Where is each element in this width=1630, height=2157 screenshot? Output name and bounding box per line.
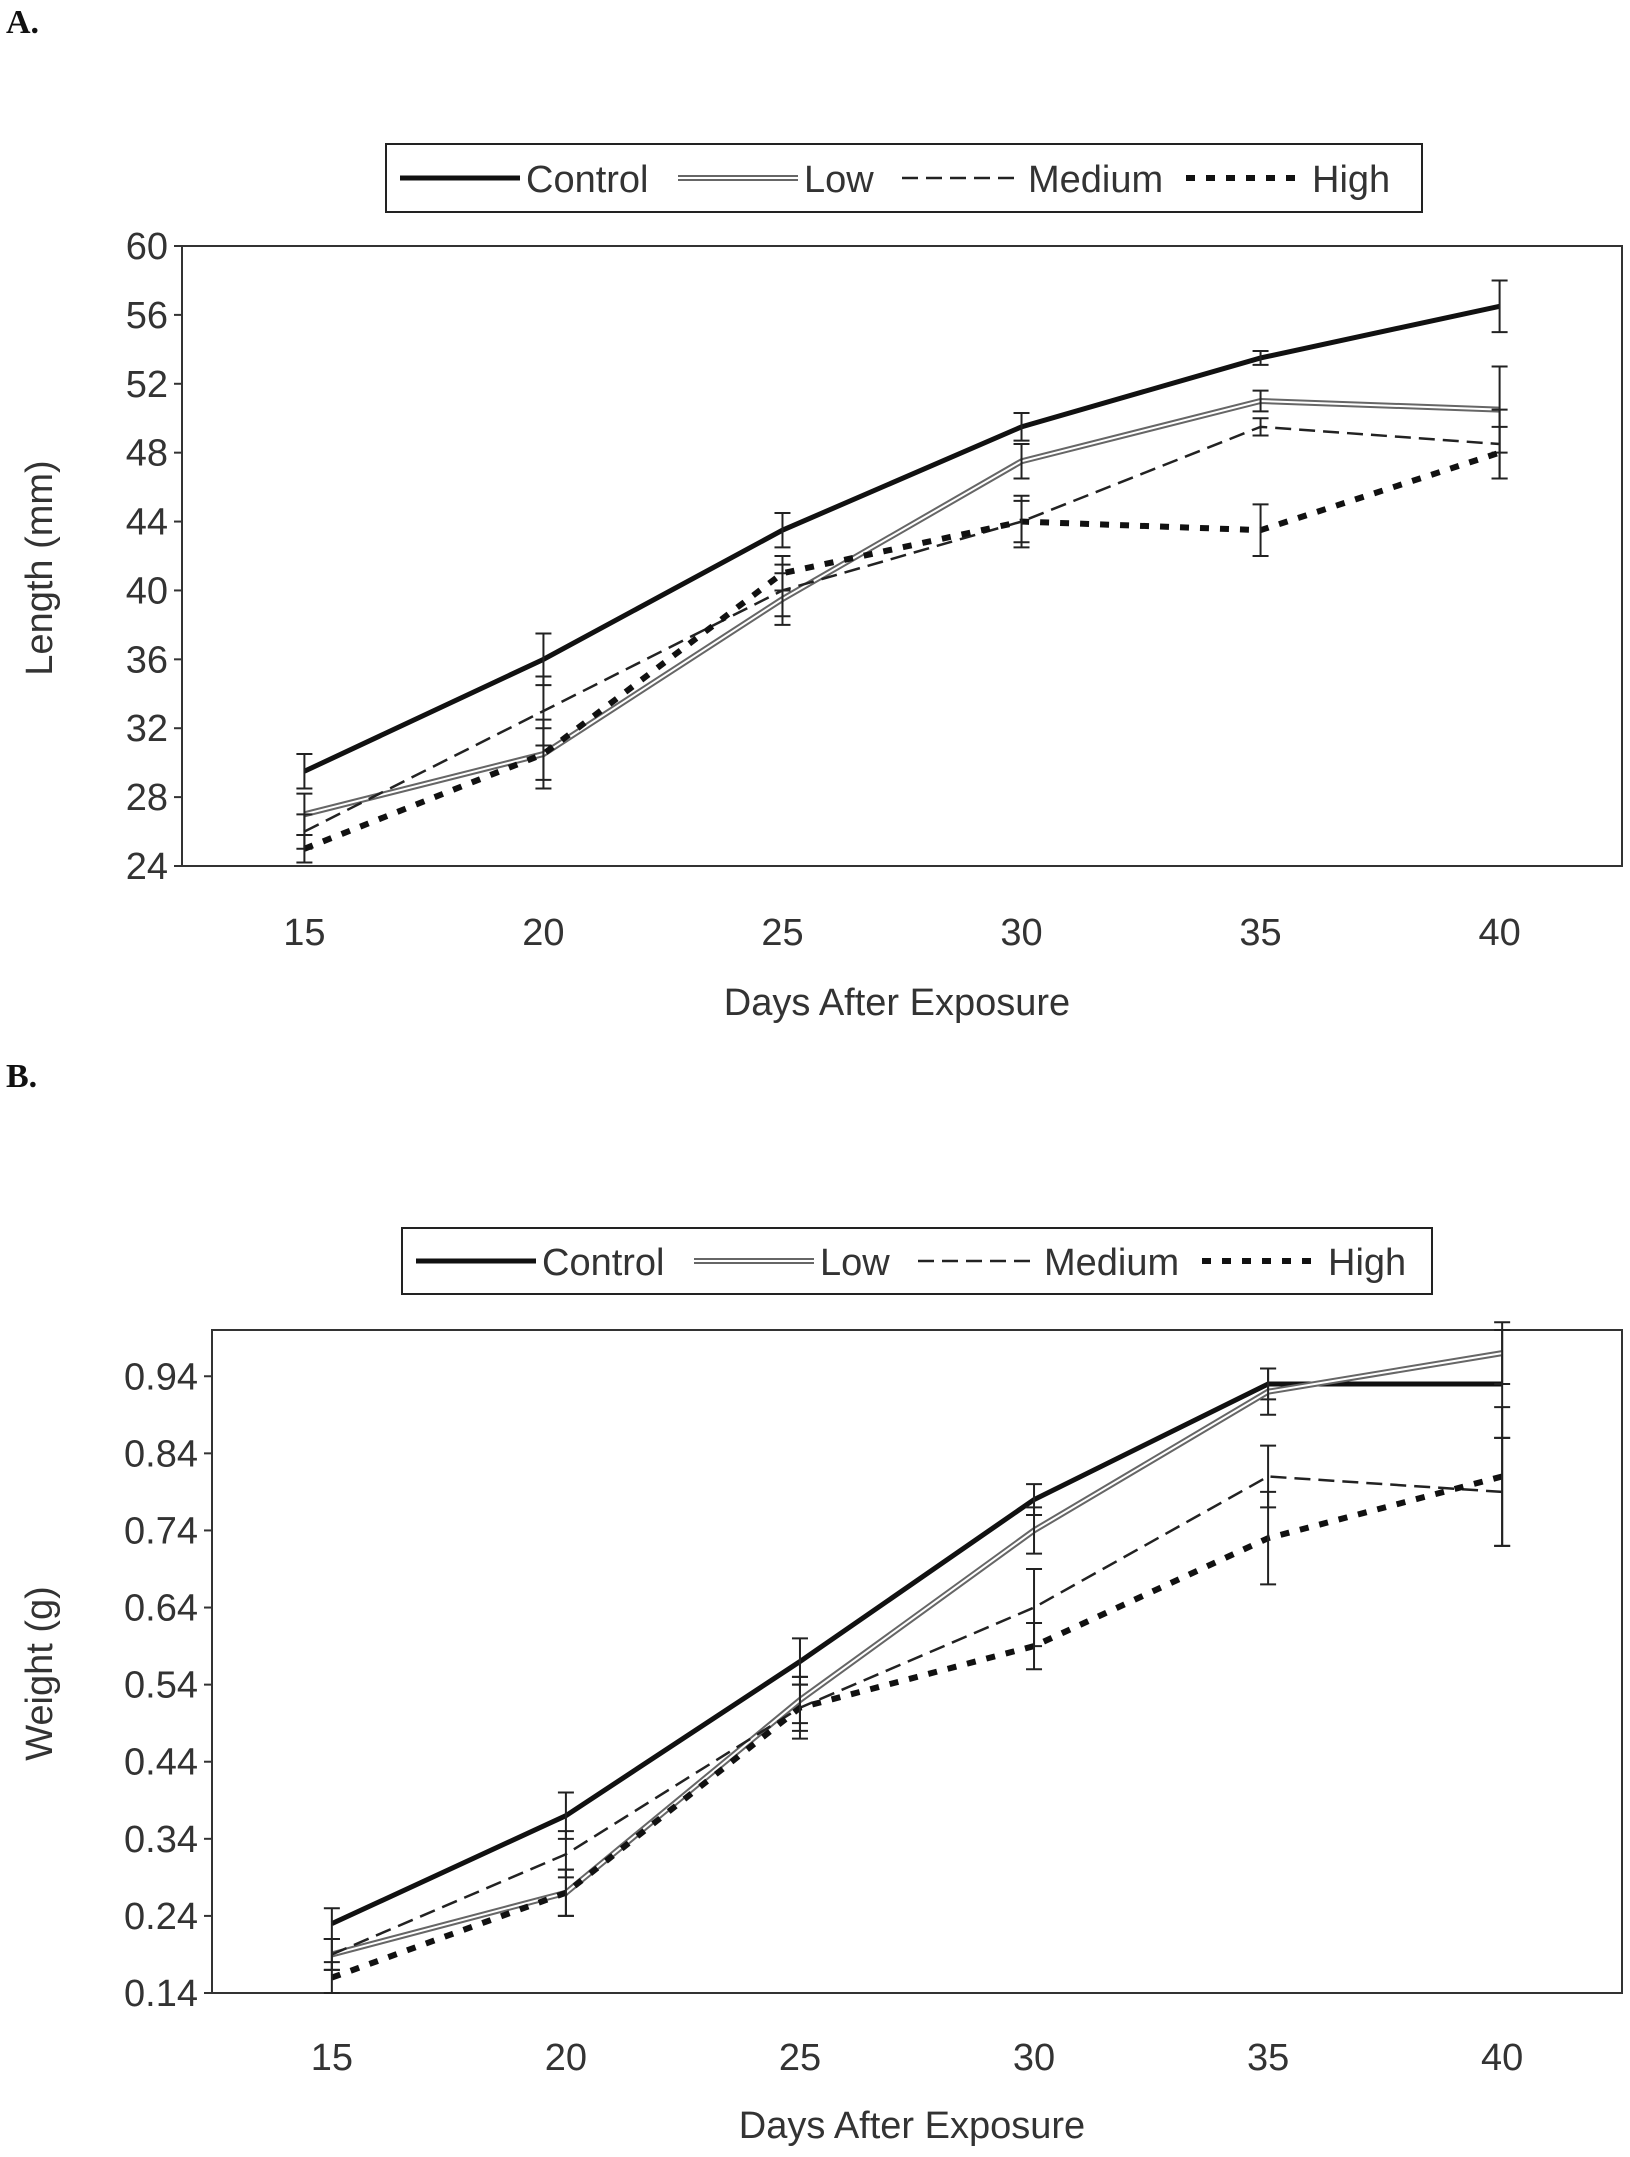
x-tick-label: 20 (522, 912, 564, 954)
x-tick-label: 35 (1239, 912, 1281, 954)
legend-label: Low (804, 159, 874, 201)
y-tick-label: 0.94 (124, 1356, 198, 1398)
series-line-high (303, 449, 1501, 852)
x-tick-label: 35 (1247, 2037, 1289, 2079)
series-line-high (330, 1473, 1503, 1981)
panel-label-b: B. (6, 1058, 38, 1095)
error-bar (296, 834, 313, 864)
legend-label: Medium (1044, 1242, 1179, 1284)
y-tick-label: 0.24 (124, 1896, 198, 1938)
series-control (296, 279, 1508, 790)
y-axis-label: Weight (g) (19, 1586, 61, 1761)
y-tick-label: 52 (126, 364, 168, 406)
legend-label: High (1328, 1242, 1406, 1284)
legend-box (401, 1227, 1433, 1295)
x-tick-label: 25 (761, 912, 803, 954)
y-tick-label: 0.74 (124, 1510, 198, 1552)
y-tick-label: 0.54 (124, 1665, 198, 1707)
series-high (296, 425, 1508, 864)
error-bar (557, 1868, 574, 1917)
y-tick-label: 36 (126, 639, 168, 681)
legend-item-low: Low (694, 1242, 890, 1284)
x-tick-label: 15 (311, 2037, 353, 2079)
legend-label: Control (526, 159, 649, 201)
chart-a: 24 28 32 36 40 44 48 52 56 60 15 20 25 30 35 40 Days Aft… (19, 143, 1623, 1024)
x-tick-label: 20 (545, 2037, 587, 2079)
legend-item-high: High (1202, 1242, 1406, 1284)
y-tick-label: 0.14 (124, 1973, 198, 2015)
error-bar (1260, 1367, 1277, 1416)
y-tick-label: 28 (126, 777, 168, 819)
y-tick-label: 44 (126, 502, 168, 544)
error-bar (1013, 494, 1030, 549)
y-tick-label: 0.44 (124, 1742, 198, 1784)
legend-item-low: Low (678, 159, 874, 201)
y-tick-label: 0.64 (124, 1588, 198, 1630)
panel-label-a: A. (6, 4, 40, 41)
error-bar (1491, 425, 1508, 480)
legend: Control Low Medium High (401, 1227, 1433, 1295)
legend-label: High (1312, 159, 1390, 201)
error-bar (1252, 417, 1269, 437)
y-tick-label: 60 (126, 226, 168, 268)
legend-label: Low (820, 1242, 890, 1284)
error-bar (1491, 279, 1508, 334)
error-bar (774, 555, 791, 592)
error-bar (1494, 1321, 1511, 1385)
error-bar (1013, 443, 1030, 480)
series-line-core-low (331, 1352, 1503, 1956)
error-bar (1252, 503, 1269, 557)
series-line-medium (331, 1475, 1503, 1956)
x-tick-label: 30 (1000, 912, 1042, 954)
y-tick-label: 56 (126, 295, 168, 337)
legend-label: Control (542, 1242, 665, 1284)
series-high (323, 1406, 1511, 1994)
series-line-medium (303, 425, 1500, 833)
error-bar (1494, 1406, 1511, 1547)
error-bar (791, 1683, 808, 1732)
y-tick-label: 24 (126, 846, 168, 888)
x-tick-label: 15 (283, 912, 325, 954)
series-line-control (303, 303, 1501, 774)
legend-label: Medium (1028, 159, 1163, 201)
x-axis-label: Days After Exposure (739, 2105, 1085, 2147)
error-bar (1026, 1506, 1043, 1555)
plot-area (211, 1329, 1623, 1994)
error-bar (774, 511, 791, 549)
chart-b: 0.14 0.24 0.34 0.44 0.54 0.64 0.74 0.84 0.94 15 20… (19, 1227, 1623, 2147)
error-bar (1252, 389, 1269, 413)
error-bar (1013, 412, 1030, 442)
error-bar (323, 1961, 340, 1994)
x-tick-label: 25 (779, 2037, 821, 2079)
y-tick-label: 48 (126, 433, 168, 475)
error-bar (535, 727, 552, 781)
error-bar (1252, 350, 1269, 366)
series-line-core-low (304, 399, 1500, 816)
legend: Control Low Medium High (385, 143, 1423, 213)
legend-item-medium: Medium (918, 1242, 1179, 1284)
y-tick-label: 32 (126, 708, 168, 750)
legend-item-control: Control (416, 1242, 665, 1284)
legend-item-medium: Medium (902, 159, 1163, 201)
x-tick-label: 30 (1013, 2037, 1055, 2079)
error-bar (1026, 1621, 1043, 1671)
x-axis-label: Days After Exposure (724, 982, 1070, 1024)
y-tick-label: 0.34 (124, 1819, 198, 1861)
error-bar (296, 753, 313, 790)
error-bar (1260, 1490, 1277, 1586)
x-tick-label: 40 (1481, 2037, 1523, 2079)
y-tick-label: 40 (126, 570, 168, 612)
y-tick-label: 0.84 (124, 1433, 198, 1475)
legend-item-high: High (1186, 159, 1390, 201)
x-tick-label: 40 (1478, 912, 1520, 954)
legend-item-control: Control (400, 159, 649, 201)
y-axis-label: Length (mm) (19, 460, 61, 675)
